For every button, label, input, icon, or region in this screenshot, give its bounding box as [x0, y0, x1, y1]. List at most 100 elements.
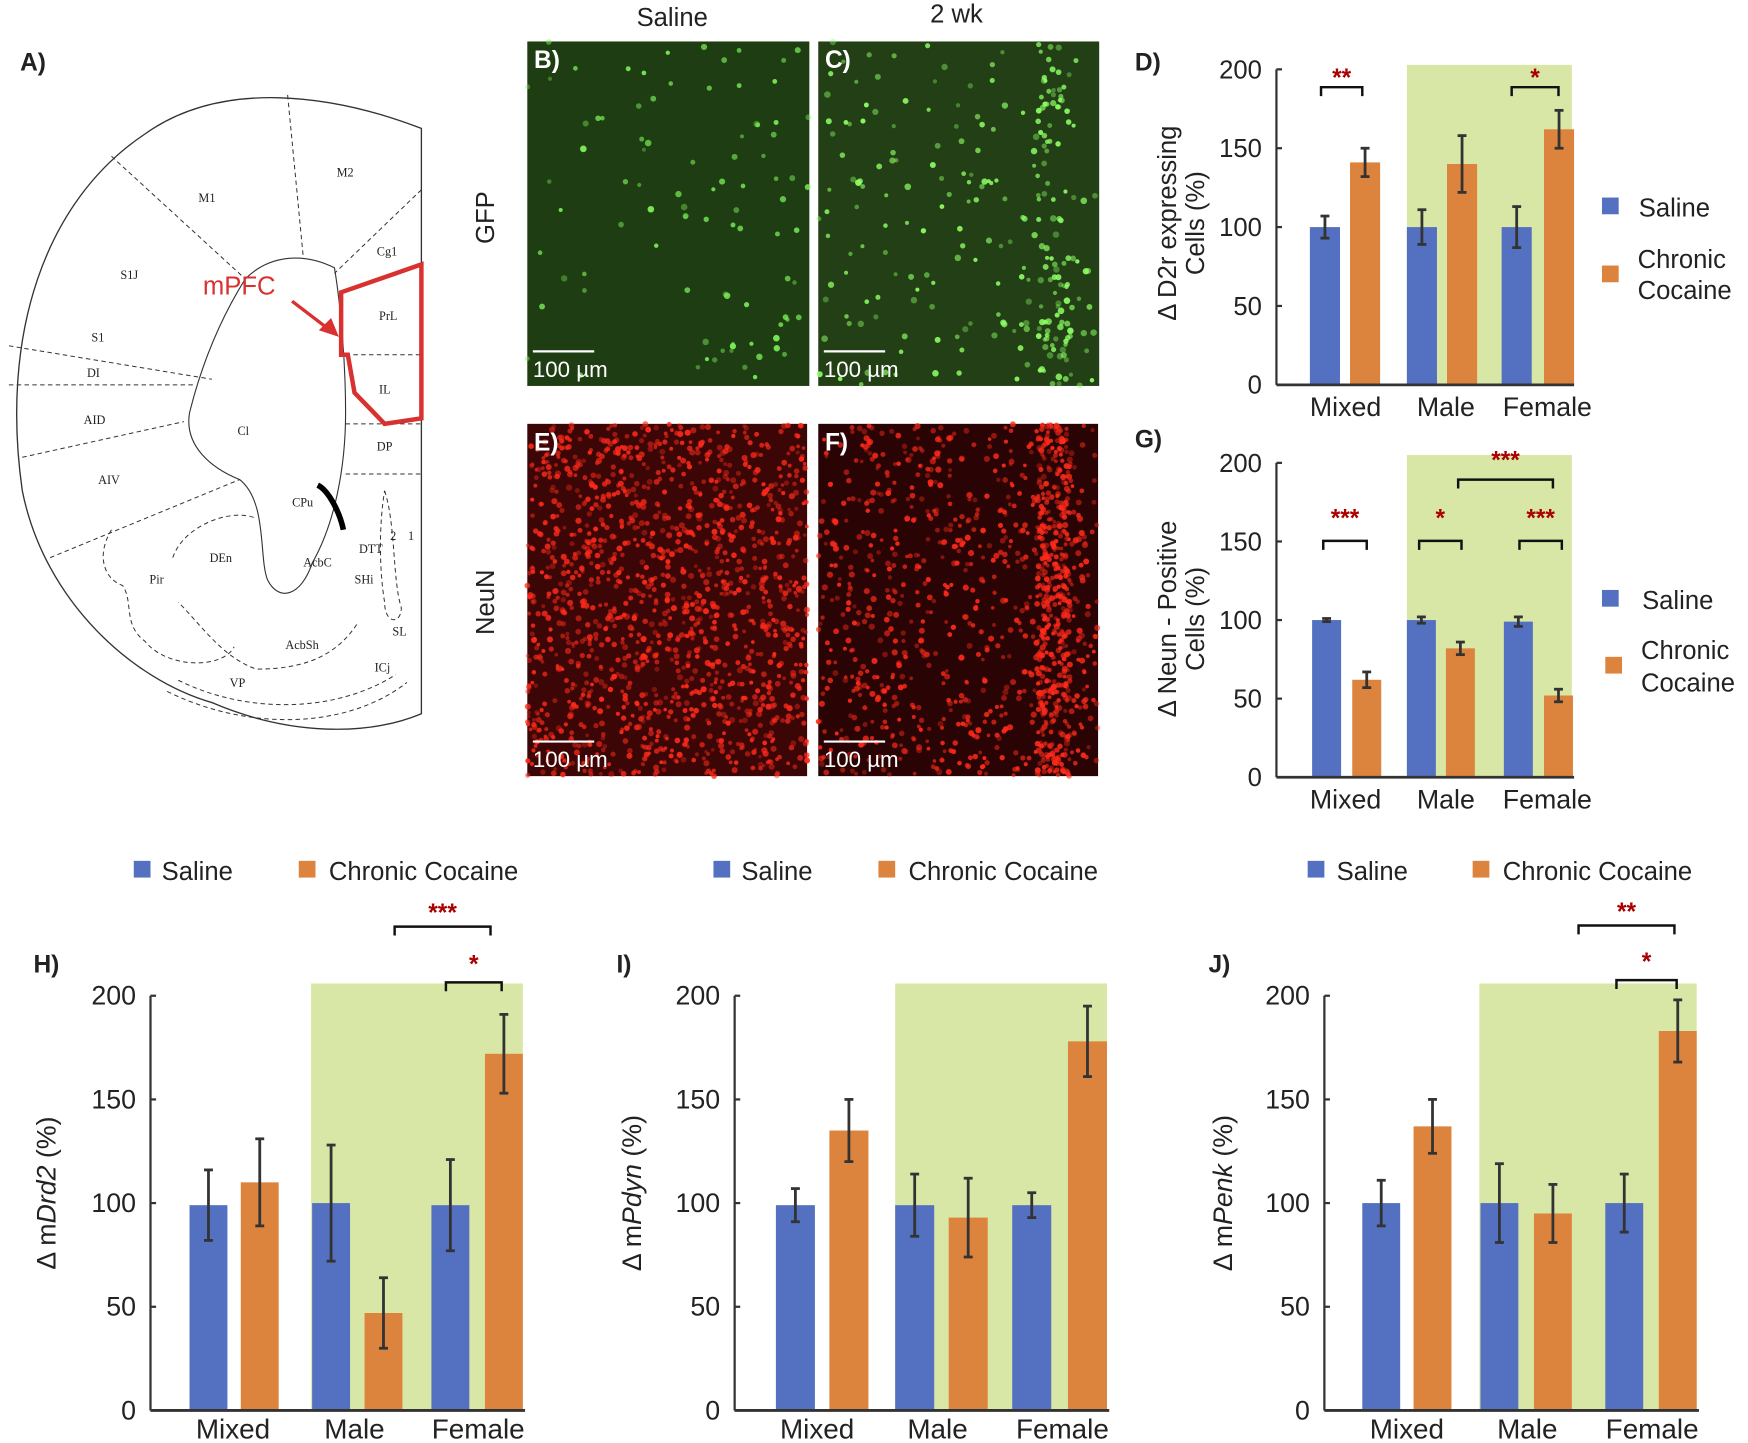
cell-dot: [1088, 643, 1093, 649]
cell-dot: [801, 501, 806, 506]
cell-dot: [1049, 343, 1055, 348]
cell-dot: [669, 446, 674, 451]
cell-dot: [943, 591, 950, 597]
cell-dot: [534, 467, 539, 472]
cell-dot: [684, 633, 689, 638]
cell-dot: [708, 687, 714, 693]
cell-dot: [893, 272, 898, 277]
cell-dot: [993, 552, 1000, 559]
cell-dot: [565, 583, 570, 588]
cell-dot: [643, 751, 650, 758]
cell-dot: [875, 694, 881, 701]
cell-dot: [706, 752, 711, 756]
cell-dot: [648, 741, 654, 747]
cell-dot: [1007, 544, 1012, 549]
cell-dot: [675, 701, 682, 708]
cell-dot: [1038, 129, 1044, 135]
cell-dot: [1092, 192, 1098, 199]
cell-dot: [761, 671, 767, 678]
cell-dot: [564, 435, 569, 440]
cell-dot: [1055, 493, 1060, 498]
cell-dot: [567, 713, 574, 720]
cell-dot: [593, 631, 599, 638]
cell-dot: [652, 608, 657, 613]
cell-dot: [680, 203, 688, 211]
cell-dot: [773, 345, 780, 352]
legend-j: Saline Chronic Cocaine: [1307, 858, 1692, 886]
bar-saline-mixed: [1362, 1203, 1401, 1411]
cell-dot: [1047, 743, 1052, 749]
cell-dot: [721, 503, 727, 509]
cell-dot: [773, 571, 778, 577]
x-category-label: Male: [324, 1413, 384, 1443]
cell-dot: [1003, 684, 1010, 691]
cell-dot: [594, 552, 601, 559]
significance-stars: *: [469, 951, 479, 978]
cell-dot: [729, 343, 737, 350]
atlas-label: Cg1: [377, 245, 397, 259]
cell-dot: [1001, 528, 1007, 534]
cell-dot: [735, 587, 742, 593]
atlas-label: DTT: [359, 542, 383, 556]
cell-dot: [622, 644, 629, 651]
cell-dot: [578, 462, 583, 468]
cell-dot: [1041, 733, 1046, 737]
cell-dot: [605, 615, 611, 622]
cell-dot: [555, 442, 561, 448]
cell-dot: [560, 771, 566, 778]
cell-dot: [843, 675, 848, 680]
bar-cocaine-mixed: [1352, 679, 1382, 778]
cell-dot: [793, 580, 799, 585]
cell-dot: [889, 546, 895, 551]
cell-dot: [1060, 507, 1065, 512]
cell-dot: [891, 53, 897, 59]
cell-dot: [724, 444, 730, 450]
y-axis-label-line1: Δ D2r expressing: [1154, 126, 1182, 321]
cell-dot: [1057, 601, 1062, 606]
cell-dot: [704, 771, 709, 776]
cell-dot: [683, 715, 689, 722]
cell-dot: [753, 120, 760, 128]
cell-dot: [625, 684, 632, 691]
bar-cocaine-male: [1533, 1213, 1572, 1411]
cell-dot: [782, 590, 789, 597]
cell-dot: [681, 620, 686, 625]
cell-dot: [854, 771, 859, 776]
cell-dot: [824, 640, 830, 646]
cell-dot: [867, 553, 874, 560]
cell-dot: [612, 439, 617, 445]
cell-dot: [1026, 755, 1032, 761]
cell-dot: [932, 456, 936, 461]
cell-dot: [579, 145, 587, 153]
cell-dot: [1012, 329, 1017, 334]
atlas-label: CPu: [292, 495, 313, 509]
cell-dot: [1023, 762, 1028, 767]
cell-dot: [642, 421, 649, 427]
cell-dot: [774, 530, 779, 535]
cell-dot: [994, 178, 999, 183]
y-tick-label: 100: [676, 1188, 721, 1218]
cell-dot: [575, 663, 581, 669]
cell-dot: [586, 511, 592, 517]
mpfc-label: mPFC: [203, 273, 276, 301]
cell-dot: [1081, 687, 1087, 692]
cell-dot: [570, 760, 576, 766]
cell-dot: [948, 522, 954, 528]
cell-dot: [655, 438, 660, 444]
cell-dot: [561, 457, 567, 464]
cell-dot: [840, 767, 846, 773]
cell-dot: [787, 603, 793, 610]
cell-dot: [856, 425, 863, 432]
atlas-label: 1: [408, 529, 414, 543]
cell-dot: [708, 662, 715, 668]
cell-dot: [979, 183, 985, 190]
legend-swatch-saline: [1307, 860, 1325, 878]
cell-dot: [929, 303, 935, 310]
cell-dot: [711, 768, 716, 773]
significance-bracket: [1322, 539, 1368, 550]
cell-dot: [1091, 649, 1096, 654]
cell-dot: [1055, 682, 1062, 688]
cell-dot: [600, 747, 606, 753]
y-tick-label: 150: [676, 1084, 721, 1114]
cell-dot: [565, 636, 570, 641]
